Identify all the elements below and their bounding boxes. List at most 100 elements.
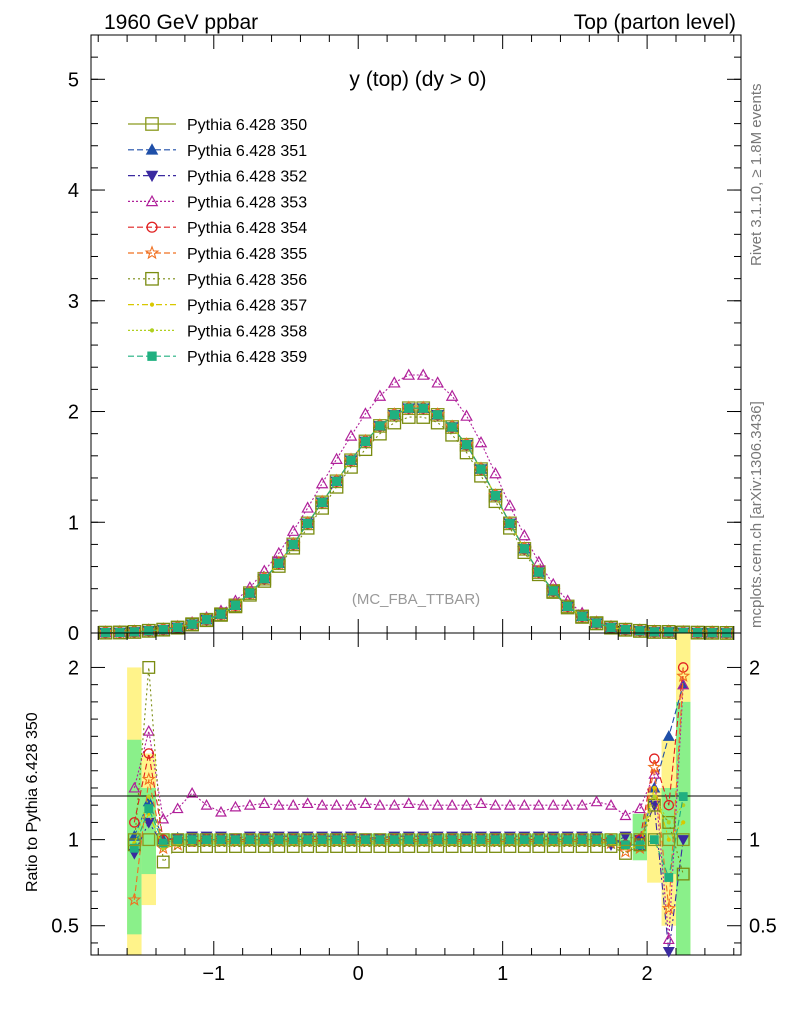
ratio-data-point [633, 802, 646, 814]
ratio-reference-point [301, 833, 315, 847]
ratio-uncertainty-band [676, 701, 691, 955]
ratio-data-point [652, 794, 657, 799]
main-data-point [230, 600, 241, 610]
main-data-point [331, 476, 342, 486]
ratio-data-point [447, 835, 457, 845]
legend-label: Pythia 6.428 358 [187, 323, 307, 340]
ratio-data-point [142, 817, 155, 829]
main-data-point [474, 436, 488, 448]
ratio-data-point [402, 797, 415, 809]
ratio-y-tick-label-right: 2 [749, 657, 760, 679]
ratio-reference-point [402, 833, 416, 847]
mcplots-label: mcplots.cern.ch [arXiv:1306.3436] [748, 401, 765, 628]
ratio-data-point [663, 799, 675, 811]
legend: Pythia 6.428 350 Pythia 6.428 351 Pythia 6… [128, 117, 307, 366]
ratio-data-point [662, 815, 676, 829]
main-data-point [591, 618, 602, 628]
legend-marker [145, 117, 159, 131]
ratio-data-point [129, 817, 140, 828]
main-data-point [460, 409, 473, 421]
ratio-data-point [647, 798, 661, 812]
main-data-point [360, 436, 371, 447]
ratio-y-tick-label-right: 1 [749, 830, 760, 852]
ratio-reference-point [330, 833, 344, 847]
ratio-data-point [171, 802, 184, 814]
ratio-reference-point [445, 833, 459, 847]
main-data-point [548, 586, 558, 596]
main-data-point [577, 611, 587, 622]
legend-label: Pythia 6.428 354 [187, 220, 307, 237]
main-data-point [461, 440, 472, 450]
ratio-data-point [346, 835, 356, 845]
ratio-data-point [547, 799, 560, 810]
ratio-data-point [245, 835, 255, 845]
ratio-reference-point [517, 833, 531, 847]
ratio-data-point [258, 797, 271, 809]
main-data-point [375, 421, 385, 431]
ratio-data-point [361, 835, 370, 845]
main-data-point [317, 497, 327, 508]
main-data-point [144, 626, 154, 636]
ratio-data-point [606, 835, 616, 845]
ratio-data-point [676, 668, 691, 682]
ratio-data-point [649, 835, 659, 845]
ratio-data-point [129, 843, 139, 853]
ratio-reference-point [590, 833, 604, 847]
ratio-series-markers [127, 668, 691, 915]
ratio-data-point [518, 799, 531, 810]
ratio-data-point [156, 855, 170, 869]
ratio-data-point [662, 947, 675, 958]
legend-marker [145, 170, 159, 183]
ratio-reference-point [358, 833, 372, 847]
main-data-point [649, 627, 660, 637]
ratio-data-point [561, 799, 574, 810]
ratio-data-point [661, 901, 676, 915]
ratio-reference-point [387, 833, 401, 847]
main-data-point [302, 518, 313, 529]
ratio-data-point [418, 835, 428, 845]
ratio-data-point [652, 785, 657, 791]
ratio-data-point [231, 835, 240, 845]
ratio-data-point [489, 799, 502, 810]
x-tick-label: 2 [642, 963, 653, 985]
ratio-reference-point [315, 833, 329, 847]
ratio-data-point [678, 792, 688, 802]
analysis-annotation: (MC_FBA_TTBAR) [352, 591, 480, 608]
ratio-reference-point [228, 833, 242, 847]
legend-label: Pythia 6.428 356 [187, 272, 307, 289]
ratio-data-point [576, 799, 589, 810]
ratio-y-tick-label: 2 [68, 657, 79, 679]
ratio-reference-point [127, 833, 141, 847]
ratio-series-markers [127, 660, 690, 881]
ratio-reference-point [416, 833, 430, 847]
ratio-data-point [460, 799, 473, 810]
ratio-reference-point [546, 833, 560, 847]
main-data-point [519, 544, 530, 554]
ratio-data-point [345, 799, 357, 810]
ratio-reference-point [156, 833, 170, 847]
ratio-data-point [259, 835, 269, 845]
main-data-point [503, 499, 517, 511]
ratio-data-point [317, 835, 327, 845]
ratio-data-point [173, 835, 183, 845]
main-chart-title: y (top) (dy > 0) [349, 68, 486, 91]
ratio-data-point [142, 660, 156, 674]
legend-marker [147, 351, 157, 361]
ratio-data-point [142, 724, 155, 736]
main-data-point [664, 627, 674, 637]
main-data-point [431, 376, 444, 388]
ratio-reference-point [431, 833, 445, 847]
main-data-point [286, 524, 300, 536]
main-data-point [214, 608, 228, 622]
main-panel: 0 1 2 3 4 5 y (top) (dy > 0) (MC_FBA_TTBAR) P… [68, 34, 742, 645]
main-data-point [416, 368, 430, 380]
ratio-reference-point [633, 833, 647, 847]
main-data-point [216, 609, 226, 619]
ratio-reference-point [171, 833, 185, 847]
ratio-reference-point [488, 833, 502, 847]
main-data-point [546, 585, 561, 599]
legend-label: Pythia 6.428 353 [187, 194, 307, 211]
ratio-series-line [133, 804, 684, 952]
legend-marker [145, 143, 159, 155]
ratio-data-point [618, 844, 633, 858]
